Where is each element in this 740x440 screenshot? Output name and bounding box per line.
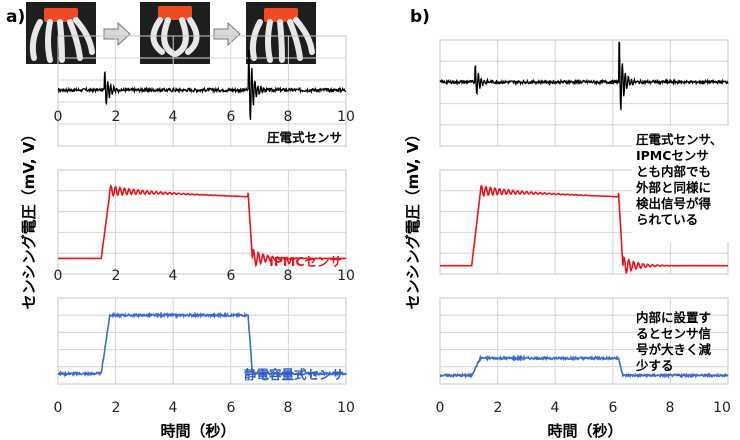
- arrow-right-icon: [213, 21, 241, 47]
- panel-a-piezo-series: [57, 49, 346, 120]
- panel-a-bottom-tick-labels: 0 2 4 6 8 10: [54, 400, 355, 416]
- note-line: 少する: [635, 358, 674, 373]
- tick-label: 6: [227, 109, 236, 125]
- panel-a-ipmc-frame: [57, 169, 347, 275]
- tick-label: 6: [609, 400, 618, 416]
- panel-a-x-axis-title: 時間（秒）: [160, 422, 235, 440]
- note-line: 外部と同様に: [635, 180, 711, 195]
- tick-label: 2: [112, 400, 121, 416]
- panel-b-note-2: 内部に設置す るとセンサ信 号が大きく減 少する: [635, 310, 712, 373]
- tick-label: 8: [284, 268, 293, 284]
- note-line: IPMCセンサ: [636, 148, 709, 163]
- tick-label: 2: [112, 268, 121, 284]
- panel-a-y-axis-title: センシング電圧（mV, V）: [20, 127, 38, 310]
- panel-a-label: a): [6, 7, 25, 27]
- tick-label: 4: [169, 400, 178, 416]
- tick-label: 2: [494, 400, 503, 416]
- note-backdrop: [632, 126, 732, 242]
- panel-b-capacitive-frame: [439, 297, 729, 385]
- panel-b-ipmc-series: [440, 184, 728, 275]
- panel-b-note-1: 圧電式センサ、 IPMCセンサ とも内部でも 外部と同様に 検出信号が得 られて…: [635, 132, 722, 227]
- tick-label: 6: [227, 400, 236, 416]
- note-line: 内部に設置す: [636, 310, 711, 325]
- note-line: 号が大きく減: [636, 342, 712, 357]
- ipmc-sensor-label: IPMCセンサ: [269, 254, 342, 269]
- tick-label: 0: [54, 268, 63, 284]
- tick-label: 4: [169, 109, 178, 125]
- panel-b-tick-labels: 0 2 4 6 8 10: [436, 400, 731, 416]
- tick-label: 0: [54, 400, 63, 416]
- tick-label: 10: [337, 268, 355, 284]
- tick-label: 4: [169, 268, 178, 284]
- panel-a-mid-tick-labels: 0 2 4 6 8 10: [54, 268, 355, 284]
- tick-label: 10: [337, 109, 355, 125]
- panel-b-y-axis-title: センシング電圧（mV, V）: [404, 127, 422, 310]
- panel-a-capacitive-frame: [57, 297, 347, 385]
- panel-b-x-axis-title: 時間（秒）: [547, 422, 622, 440]
- note-line: 検出信号が得: [636, 196, 712, 211]
- panel-b-piezo-series: [439, 41, 729, 111]
- tick-label: 6: [227, 268, 236, 284]
- gripper-closed-photo: [140, 2, 210, 64]
- panel-a-capacitive-series: [57, 311, 347, 378]
- tick-label: 2: [112, 109, 121, 125]
- panel-b-capacitive-series: [439, 354, 729, 380]
- piezo-sensor-label: 圧電式センサ: [267, 130, 342, 145]
- tick-label: 8: [284, 109, 293, 125]
- tick-label: 0: [436, 400, 445, 416]
- tick-label: 10: [713, 400, 731, 416]
- panel-b-label: b): [410, 7, 430, 27]
- arrow-right-icon: [103, 21, 131, 47]
- gripper-open-photo: [246, 2, 316, 64]
- note-line: とも内部でも: [636, 164, 711, 179]
- note-line: るとセンサ信: [636, 326, 712, 341]
- tick-label: 8: [284, 400, 293, 416]
- panel-a-top-tick-labels: 0 2 4 6 8 10: [54, 109, 355, 125]
- panel-a-grid: [58, 36, 346, 384]
- tick-label: 10: [337, 400, 355, 416]
- note-line: られている: [636, 212, 698, 227]
- panel-a-ipmc-series: [58, 184, 346, 268]
- capacitive-sensor-label: 静電容量式センサ: [244, 367, 344, 382]
- tick-label: 8: [666, 400, 675, 416]
- tick-label: 0: [54, 109, 63, 125]
- note-line: 圧電式センサ、: [636, 132, 722, 147]
- panel-b-piezo-frame: [439, 39, 729, 147]
- tick-label: 4: [551, 400, 560, 416]
- gripper-open-photo: [26, 2, 96, 64]
